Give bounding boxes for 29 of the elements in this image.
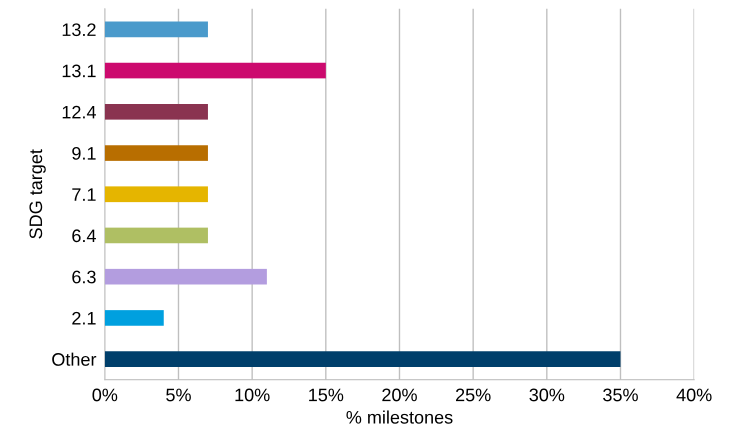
- x-tick-label: 15%: [309, 388, 344, 402]
- x-tick-label: 20%: [382, 388, 417, 402]
- y-tick-label: 13.2: [62, 23, 96, 36]
- x-tick-label: 40%: [676, 388, 712, 402]
- y-tick-label: 7.1: [72, 188, 96, 201]
- bar: [104, 62, 326, 78]
- y-tick-label: 13.1: [62, 64, 96, 78]
- y-tick-label: 12.4: [62, 106, 96, 118]
- y-axis-title: SDG target: [29, 149, 46, 239]
- x-tick-label: 10%: [235, 388, 270, 402]
- y-tick-label: 2.1: [72, 312, 96, 324]
- x-tick-label: 0%: [92, 388, 118, 402]
- bar: [104, 351, 620, 367]
- y-tick-label: Other: [52, 352, 96, 366]
- bar: [104, 228, 208, 244]
- bar: [104, 22, 208, 38]
- x-tick-label: 35%: [603, 388, 638, 402]
- x-axis-title: % milestones: [346, 410, 453, 424]
- y-tick-label: 6.3: [72, 270, 96, 284]
- bar: [104, 145, 208, 161]
- bar: [104, 310, 164, 326]
- x-tick-label: 5%: [166, 388, 191, 402]
- bar: [104, 104, 208, 120]
- x-tick-label: 25%: [456, 388, 491, 402]
- x-tick-label: 30%: [529, 388, 564, 402]
- y-tick-label: 6.4: [72, 229, 96, 242]
- y-tick-label: 9.1: [72, 146, 96, 160]
- bar: [104, 186, 208, 202]
- bar: [104, 268, 267, 285]
